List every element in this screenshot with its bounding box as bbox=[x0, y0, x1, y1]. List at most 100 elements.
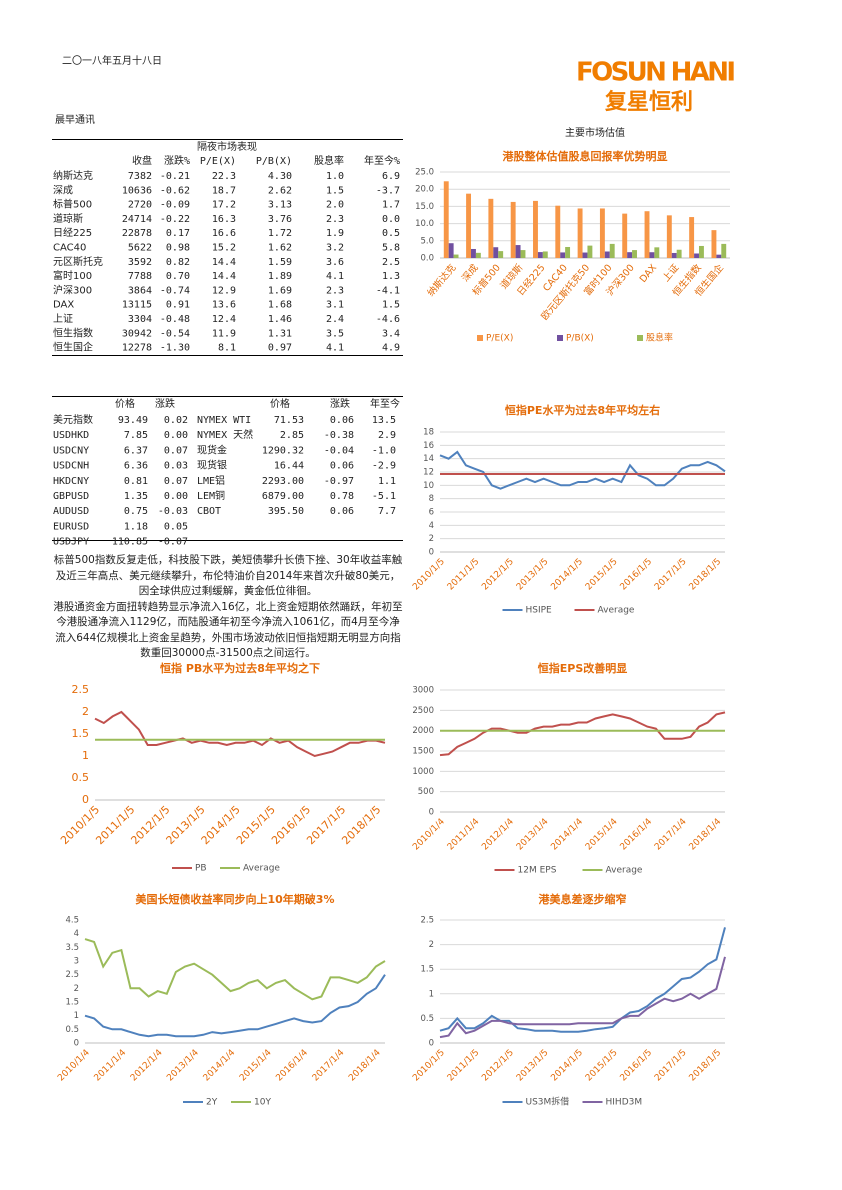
table-cell: 12.9 bbox=[212, 285, 236, 296]
x-tick-label: DAX bbox=[638, 262, 660, 285]
line-series bbox=[439, 711, 726, 757]
y-tick-label: 2 bbox=[74, 984, 79, 994]
table-cell: 14.4 bbox=[212, 271, 236, 282]
table-cell: 0.98 bbox=[166, 243, 190, 254]
table-cell: 1.1 bbox=[378, 476, 396, 487]
chart-title: 港美息差逐步缩窄 bbox=[539, 892, 627, 906]
y-tick-label: 8 bbox=[429, 494, 434, 504]
row-label: 现货金 bbox=[197, 443, 227, 456]
y-tick-label: 0 bbox=[82, 793, 89, 806]
table-cell: 1.68 bbox=[268, 300, 292, 311]
bar bbox=[537, 252, 543, 258]
legend-label: US3M拆借 bbox=[526, 1096, 570, 1108]
table-cell: -4.6 bbox=[376, 314, 400, 325]
table-cell: 15.2 bbox=[212, 243, 236, 254]
y-tick-label: 4 bbox=[429, 521, 434, 531]
table-cell: 4.1 bbox=[326, 271, 344, 282]
table-cell: 4.9 bbox=[382, 343, 400, 354]
table-cell: 1.3 bbox=[382, 271, 400, 282]
table-cell: 1290.32 bbox=[262, 445, 304, 456]
x-tick-label: 2013/1/4 bbox=[515, 817, 551, 853]
table-title: 隔夜市场表现 bbox=[197, 140, 257, 153]
y-tick-label: 3 bbox=[74, 957, 79, 967]
legend-label: Average bbox=[606, 866, 643, 876]
x-tick-label: 2018/1/5 bbox=[688, 1048, 724, 1084]
table-cell: -0.07 bbox=[158, 537, 188, 548]
row-label: USDCNH bbox=[53, 461, 89, 472]
y-tick-label: 1.5 bbox=[420, 965, 434, 975]
bar bbox=[721, 243, 727, 258]
x-tick-label: 2012/1/5 bbox=[480, 1048, 516, 1084]
paragraph: 港股通资金方面扭转趋势显示净流入16亿，北上资金短期依然踊跃，年初至今港股通净流… bbox=[53, 600, 403, 660]
y-tick-label: 1000 bbox=[412, 767, 434, 777]
column-header: 涨跌% bbox=[164, 154, 190, 167]
y-tick-label: 18 bbox=[423, 428, 434, 438]
x-tick-label: 2014/1/4 bbox=[549, 817, 585, 853]
x-tick-label: 2018/1/5 bbox=[688, 557, 724, 593]
table-cell: 0.70 bbox=[166, 271, 190, 282]
row-label: 恒生国企 bbox=[53, 341, 93, 354]
x-tick-label: 2016/1/4 bbox=[274, 1048, 310, 1084]
x-tick-label: 2017/1/5 bbox=[653, 557, 689, 593]
table-cell: -0.48 bbox=[160, 314, 190, 325]
column-header: 涨跌 bbox=[330, 397, 350, 410]
row-label: CAC40 bbox=[53, 243, 86, 254]
x-tick-label: 2013/1/5 bbox=[515, 1048, 551, 1084]
table-cell: 24714 bbox=[122, 214, 152, 225]
row-label: 美元指数 bbox=[53, 413, 93, 426]
table-cell: 0.78 bbox=[330, 491, 354, 502]
table-cell: 93.49 bbox=[118, 415, 148, 426]
row-label: NYMEX WTI bbox=[197, 415, 251, 426]
y-tick-label: 0 bbox=[74, 1039, 79, 1049]
row-label: GBPUSD bbox=[53, 491, 89, 502]
table-cell: 3.2 bbox=[326, 243, 344, 254]
column-header: P/E(X) bbox=[200, 156, 236, 167]
x-tick-label: 深成 bbox=[459, 261, 481, 284]
table-cell: 1.46 bbox=[268, 314, 292, 325]
line-series bbox=[84, 974, 386, 1038]
column-header: 年至今% bbox=[364, 154, 400, 167]
table-cell: 3592 bbox=[128, 257, 152, 268]
table-cell: 22878 bbox=[122, 228, 152, 239]
y-tick-label: 10 bbox=[423, 481, 434, 491]
table-cell: 6.36 bbox=[124, 461, 148, 472]
x-tick-label: 2011/1/5 bbox=[446, 1048, 482, 1084]
table-cell: 7.7 bbox=[378, 506, 396, 517]
table-cell: 8.1 bbox=[218, 343, 236, 354]
table-cell: 1.72 bbox=[268, 228, 292, 239]
x-tick-label: 2015/1/5 bbox=[584, 1048, 620, 1084]
table-cell: 0.5 bbox=[382, 228, 400, 239]
table-cell: 16.6 bbox=[212, 228, 236, 239]
legend-label: PB bbox=[195, 864, 207, 874]
table-cell: 3.4 bbox=[382, 328, 400, 339]
row-label: NYMEX 天然 bbox=[197, 428, 253, 441]
table-cell: 11.9 bbox=[212, 328, 236, 339]
bar bbox=[627, 252, 633, 258]
table-cell: 1.89 bbox=[268, 271, 292, 282]
x-tick-label: 纳斯达克 bbox=[425, 261, 459, 298]
row-label: AUDUSD bbox=[53, 506, 89, 517]
row-label: DAX bbox=[53, 300, 74, 311]
table-cell: 0.97 bbox=[268, 343, 292, 354]
legend-label: HIHD3M bbox=[606, 1098, 643, 1108]
table-cell: 7382 bbox=[128, 171, 152, 182]
row-label: LEM铜 bbox=[197, 490, 225, 502]
y-tick-label: 2500 bbox=[412, 706, 434, 716]
table-cell: -0.97 bbox=[324, 476, 354, 487]
y-tick-label: 0.5 bbox=[420, 1014, 434, 1024]
table-cell: 0.82 bbox=[166, 257, 190, 268]
y-tick-label: 0 bbox=[429, 808, 434, 818]
table-cell: -0.22 bbox=[160, 214, 190, 225]
y-tick-label: 0.0 bbox=[420, 254, 434, 264]
x-tick-label: 2010/1/4 bbox=[411, 817, 447, 853]
x-tick-label: 2014/1/4 bbox=[202, 1048, 238, 1084]
row-label: USDCNY bbox=[53, 445, 89, 456]
y-tick-label: 16 bbox=[423, 441, 434, 451]
table-cell: 7788 bbox=[128, 271, 152, 282]
bar bbox=[694, 253, 699, 258]
y-tick-label: 0.5 bbox=[72, 771, 90, 784]
table-cell: 7.85 bbox=[124, 430, 148, 441]
bar bbox=[649, 252, 655, 258]
table-cell: 1.5 bbox=[382, 300, 400, 311]
